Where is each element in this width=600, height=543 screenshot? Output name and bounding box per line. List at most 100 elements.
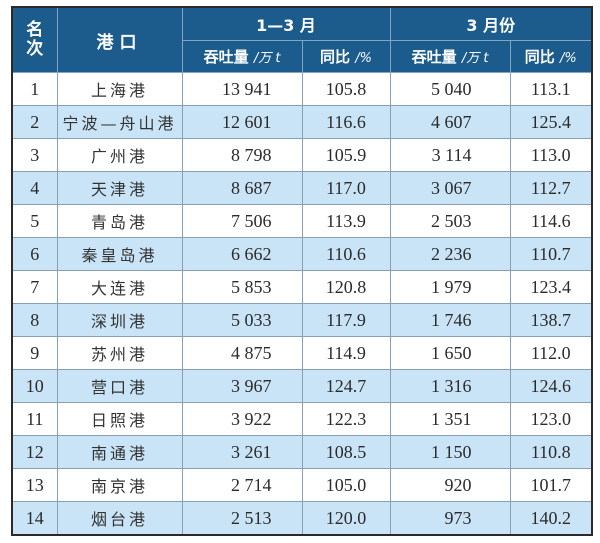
table-row: 12 南通港 3 261 108.5 1 150 110.8 [11, 435, 593, 469]
throughput-label: 吞吐量 [411, 48, 457, 66]
rank-cell: 11 [11, 402, 58, 436]
yoy-unit: /% [355, 51, 372, 66]
rank-header: 名 次 [11, 6, 58, 73]
port-cell: 苏州港 [56, 336, 183, 370]
table-row: 3 广州港 8 798 105.9 3 114 113.0 [11, 138, 593, 172]
port-cell: 营口港 [56, 369, 183, 403]
q1-volume-cell: 3 261 [181, 435, 303, 469]
yoy-unit: /% [560, 51, 577, 66]
yoy-label: 同比 [524, 48, 555, 66]
q1-volume-cell: 13 941 [181, 72, 303, 106]
q1-volume-cell: 2 714 [181, 468, 303, 502]
q1-yoy-cell: 113.9 [301, 204, 391, 238]
q1-yoy-cell: 105.8 [301, 72, 391, 106]
march-yoy-cell: 112.0 [509, 336, 593, 370]
march-volume-cell: 1 979 [389, 270, 511, 304]
q1-volume-cell: 4 875 [181, 336, 303, 370]
port-throughput-table: 名 次 港口 1—3 月 3 月份 吞吐量 /万 t 同比 /% 吞吐量 /万 … [11, 6, 593, 536]
rank-cell: 3 [11, 138, 58, 172]
march-volume-cell: 2 503 [389, 204, 511, 238]
q1-yoy-cell: 120.0 [301, 501, 391, 536]
march-volume-cell: 3 067 [389, 171, 511, 205]
port-cell: 日照港 [56, 402, 183, 436]
march-volume-cell: 1 351 [389, 402, 511, 436]
q1-volume-cell: 6 662 [181, 237, 303, 271]
march-yoy-cell: 113.1 [509, 72, 593, 106]
q1-yoy-cell: 120.8 [301, 270, 391, 304]
port-cell: 南通港 [56, 435, 183, 469]
rank-cell: 14 [11, 501, 58, 536]
port-cell: 深圳港 [56, 303, 183, 337]
march-volume-cell: 1 150 [389, 435, 511, 469]
yoy-label: 同比 [320, 48, 351, 66]
table-row: 9 苏州港 4 875 114.9 1 650 112.0 [11, 336, 593, 370]
march-yoy-cell: 140.2 [509, 501, 593, 536]
q1-yoy-cell: 116.6 [301, 105, 391, 139]
rank-cell: 2 [11, 105, 58, 139]
rank-cell: 5 [11, 204, 58, 238]
q1-yoy-cell: 117.9 [301, 303, 391, 337]
throughput-label: 吞吐量 [203, 48, 249, 66]
port-cell: 大连港 [56, 270, 183, 304]
q1-yoy-cell: 108.5 [301, 435, 391, 469]
period-q1-header: 1—3 月 [181, 6, 391, 41]
march-yoy-cell: 114.6 [509, 204, 593, 238]
march-volume-cell: 1 746 [389, 303, 511, 337]
period-march-header: 3 月份 [389, 6, 593, 41]
rank-cell: 1 [11, 72, 58, 106]
q1-yoy-cell: 105.9 [301, 138, 391, 172]
port-cell: 广州港 [56, 138, 183, 172]
march-yoy-cell: 113.0 [509, 138, 593, 172]
table-row: 7 大连港 5 853 120.8 1 979 123.4 [11, 270, 593, 304]
march-yoy-cell: 112.7 [509, 171, 593, 205]
march-volume-cell: 5 040 [389, 72, 511, 106]
q1-yoy-header: 同比 /% [301, 40, 391, 73]
q1-yoy-cell: 122.3 [301, 402, 391, 436]
q1-volume-cell: 7 506 [181, 204, 303, 238]
port-cell: 南京港 [56, 468, 183, 502]
q1-volume-cell: 12 601 [181, 105, 303, 139]
march-yoy-cell: 125.4 [509, 105, 593, 139]
march-yoy-cell: 101.7 [509, 468, 593, 502]
table-row: 4 天津港 8 687 117.0 3 067 112.7 [11, 171, 593, 205]
port-cell: 宁波—舟山港 [56, 105, 183, 139]
q1-yoy-cell: 114.9 [301, 336, 391, 370]
rank-cell: 10 [11, 369, 58, 403]
table-row: 13 南京港 2 714 105.0 920 101.7 [11, 468, 593, 502]
port-cell: 上海港 [56, 72, 183, 106]
port-cell: 天津港 [56, 171, 183, 205]
q1-yoy-cell: 117.0 [301, 171, 391, 205]
q1-volume-cell: 8 798 [181, 138, 303, 172]
march-volume-cell: 1 316 [389, 369, 511, 403]
port-cell: 青岛港 [56, 204, 183, 238]
march-volume-cell: 920 [389, 468, 511, 502]
table-row: 1 上海港 13 941 105.8 5 040 113.1 [11, 72, 593, 106]
q1-volume-cell: 3 967 [181, 369, 303, 403]
rank-header-line2: 次 [26, 39, 44, 59]
rank-header-line1: 名 [26, 20, 44, 40]
march-volume-cell: 3 114 [389, 138, 511, 172]
port-cell: 烟台港 [56, 501, 183, 536]
port-header: 港口 [56, 6, 183, 73]
q1-volume-cell: 3 922 [181, 402, 303, 436]
table-row: 6 秦皇岛港 6 662 110.6 2 236 110.7 [11, 237, 593, 271]
rank-cell: 13 [11, 468, 58, 502]
table-row: 10 营口港 3 967 124.7 1 316 124.6 [11, 369, 593, 403]
q1-volume-cell: 5 033 [181, 303, 303, 337]
march-yoy-cell: 124.6 [509, 369, 593, 403]
rank-cell: 7 [11, 270, 58, 304]
march-yoy-cell: 110.7 [509, 237, 593, 271]
q1-volume-cell: 5 853 [181, 270, 303, 304]
march-throughput-header: 吞吐量 /万 t [389, 40, 511, 73]
port-cell: 秦皇岛港 [56, 237, 183, 271]
rank-cell: 6 [11, 237, 58, 271]
table-row: 2 宁波—舟山港 12 601 116.6 4 607 125.4 [11, 105, 593, 139]
q1-yoy-cell: 124.7 [301, 369, 391, 403]
table-row: 5 青岛港 7 506 113.9 2 503 114.6 [11, 204, 593, 238]
march-yoy-cell: 123.0 [509, 402, 593, 436]
throughput-unit: /万 t [461, 51, 489, 66]
q1-yoy-cell: 105.0 [301, 468, 391, 502]
march-yoy-cell: 110.8 [509, 435, 593, 469]
table-row: 14 烟台港 2 513 120.0 973 140.2 [11, 501, 593, 536]
march-volume-cell: 2 236 [389, 237, 511, 271]
